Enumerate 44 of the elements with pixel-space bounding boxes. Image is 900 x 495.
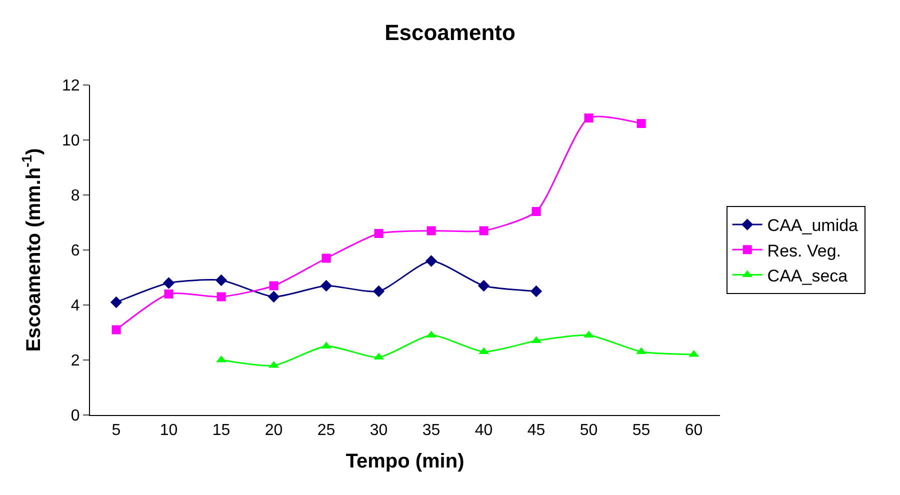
- point: [164, 290, 174, 298]
- point: [636, 119, 646, 128]
- y-tick-label: 4: [70, 298, 80, 315]
- x-tick-label: 25: [317, 422, 336, 440]
- point: [320, 280, 332, 292]
- legend-label: CAA_seca: [767, 266, 848, 286]
- point: [268, 290, 280, 303]
- point: [110, 296, 122, 308]
- point: [425, 255, 438, 267]
- y-tick-label: 12: [62, 78, 80, 95]
- x-tick-label: 50: [580, 422, 598, 440]
- point: [478, 280, 490, 292]
- point: [532, 207, 541, 216]
- point: [479, 226, 488, 236]
- legend-label: Res. Veg.: [767, 241, 842, 260]
- point: [530, 285, 542, 298]
- y-tick-label: 10: [62, 132, 80, 150]
- x-tick-label: 30: [370, 422, 388, 440]
- x-tick-label: 55: [632, 422, 650, 440]
- point: [584, 114, 594, 122]
- x-tick-label: 45: [527, 422, 546, 440]
- x-tick-label: 20: [264, 422, 283, 440]
- x-tick-label: 40: [474, 422, 493, 440]
- point: [374, 229, 384, 238]
- x-tick-label: 10: [160, 422, 178, 440]
- point: [216, 292, 226, 302]
- point: [372, 285, 385, 298]
- x-tick-label: 60: [684, 422, 703, 440]
- point: [322, 254, 331, 263]
- y-tick-label: 0: [70, 408, 80, 425]
- x-tick-label: 35: [422, 422, 440, 440]
- chart-title: Escoamento: [384, 20, 516, 46]
- point: [215, 274, 228, 286]
- y-tick-label: 6: [70, 242, 80, 260]
- y-tick-label: 8: [70, 188, 80, 205]
- x-tick-label: 5: [112, 422, 121, 440]
- point: [162, 277, 175, 289]
- point: [426, 226, 436, 236]
- point: [112, 325, 121, 334]
- point: [269, 281, 278, 290]
- x-tick-label: 15: [212, 422, 230, 440]
- legend-label: CAA_umida: [767, 216, 859, 236]
- x-axis-title: Tempo (min): [346, 450, 464, 473]
- y-tick-label: 2: [70, 352, 80, 370]
